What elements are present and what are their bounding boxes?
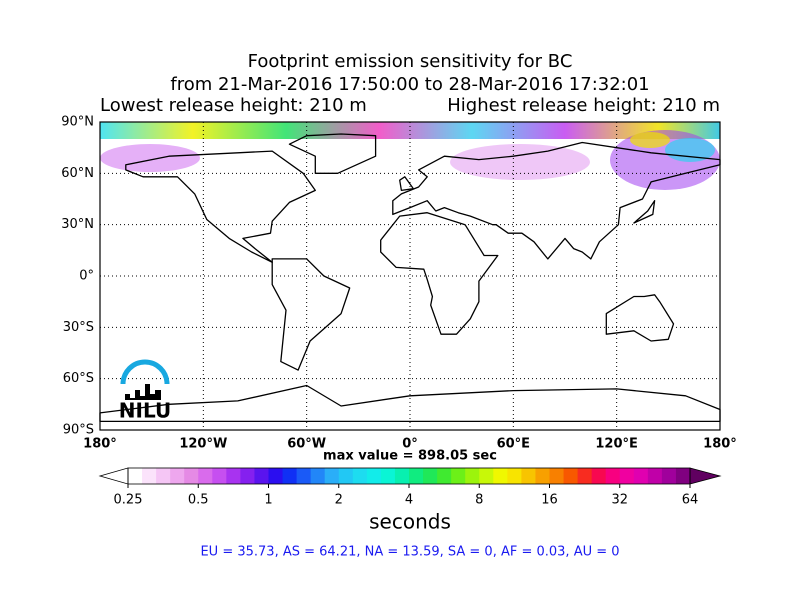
release-height-low: Lowest release height: 210 m bbox=[100, 95, 367, 116]
colorbar-tick-label: 16 bbox=[541, 493, 558, 508]
colorbar-bin bbox=[479, 468, 494, 484]
colorbar-bin bbox=[240, 468, 255, 484]
x-tick-label: 0° bbox=[402, 437, 418, 452]
colorbar-tick-label: 32 bbox=[611, 493, 628, 508]
emission-patch bbox=[630, 132, 670, 148]
colorbar-tick-label: 4 bbox=[405, 493, 413, 508]
colorbar-bin bbox=[212, 468, 227, 484]
coastlines bbox=[99, 133, 721, 423]
coastline bbox=[125, 150, 316, 263]
colorbar-bin bbox=[437, 468, 452, 484]
emission-patch bbox=[100, 144, 200, 172]
logo-skyline bbox=[121, 384, 161, 400]
colorbar-tick-label: 0.25 bbox=[114, 493, 143, 508]
colorbar: 0.25 0.5 1 2 4 8 16 32 64 bbox=[98, 467, 722, 508]
coastline bbox=[605, 294, 675, 342]
coastline bbox=[271, 258, 351, 371]
x-tick-label: 60°W bbox=[287, 437, 326, 452]
colorbar-bin bbox=[605, 468, 621, 484]
colorbar-bin bbox=[352, 468, 368, 484]
colorbar-bin bbox=[156, 468, 171, 484]
colorbar-bin bbox=[591, 468, 607, 484]
logo-arc bbox=[120, 359, 170, 385]
colorbar-label: seconds bbox=[369, 510, 451, 534]
colorbar-bin bbox=[282, 468, 298, 484]
colorbar-bin bbox=[521, 468, 536, 484]
colorbar-bin bbox=[366, 468, 382, 484]
colorbar-bin bbox=[633, 468, 649, 484]
y-tick-label: 30°N bbox=[61, 217, 94, 232]
colorbar-bin bbox=[198, 468, 213, 484]
colorbar-bin bbox=[423, 468, 438, 484]
x-tick-label: 60°E bbox=[497, 437, 530, 452]
colorbar-bin bbox=[170, 468, 185, 484]
colorbar-bin bbox=[380, 468, 396, 484]
y-tick-label: 60°S bbox=[63, 371, 94, 386]
colorbar-bin bbox=[128, 468, 143, 484]
colorbar-tick-label: 2 bbox=[335, 493, 343, 508]
colorbar-bin bbox=[394, 468, 410, 484]
colorbar-bin bbox=[451, 468, 466, 484]
title-line: from 21-Mar-2016 17:50:00 to 28-Mar-2016… bbox=[170, 74, 649, 95]
colorbar-bin bbox=[619, 468, 635, 484]
colorbar-bin bbox=[507, 468, 522, 484]
colorbar-tick-label: 0.5 bbox=[188, 493, 209, 508]
x-tick-label: 120°E bbox=[595, 437, 638, 452]
colorbar-bin bbox=[268, 468, 284, 484]
colorbar-bin bbox=[226, 468, 241, 484]
regional-totals: EU = 35.73, AS = 64.21, NA = 13.59, SA =… bbox=[200, 545, 619, 560]
emission-patch bbox=[450, 144, 590, 180]
coastline bbox=[399, 176, 415, 192]
colorbar-tick-label: 8 bbox=[475, 493, 483, 508]
colorbar-extend-under bbox=[98, 467, 129, 485]
colorbar-bin bbox=[647, 468, 663, 484]
x-tick-label: 180° bbox=[83, 437, 117, 452]
colorbar-bin bbox=[661, 468, 677, 484]
y-tick-label: 90°S bbox=[63, 423, 94, 438]
colorbar-bin bbox=[535, 468, 550, 484]
max-value: max value = 898.05 sec bbox=[323, 449, 497, 464]
release-height-high: Highest release height: 210 m bbox=[447, 95, 720, 116]
colorbar-bin bbox=[338, 468, 354, 484]
colorbar-bin bbox=[409, 468, 424, 484]
title-line: Footprint emission sensitivity for BC bbox=[248, 51, 573, 72]
colorbar-bin bbox=[296, 468, 312, 484]
coastline bbox=[392, 141, 721, 260]
colorbar-bin bbox=[493, 468, 508, 484]
colorbar-tick-label: 1 bbox=[264, 493, 272, 508]
coastline bbox=[633, 200, 656, 224]
colorbar-bin bbox=[465, 468, 480, 484]
x-tick-label: 180° bbox=[703, 437, 737, 452]
colorbar-bin bbox=[142, 468, 157, 484]
y-tick-label: 0° bbox=[79, 269, 94, 284]
colorbar-bin bbox=[577, 468, 593, 484]
colorbar-bin bbox=[184, 468, 199, 484]
colorbar-bin bbox=[563, 468, 579, 484]
coastline bbox=[288, 133, 377, 174]
y-tick-label: 30°S bbox=[63, 320, 94, 335]
colorbar-tick-label: 64 bbox=[682, 493, 699, 508]
colorbar-bin bbox=[675, 468, 691, 484]
colorbar-bin bbox=[254, 468, 269, 484]
y-tick-label: 90°N bbox=[61, 115, 94, 130]
logo: NILU bbox=[119, 359, 171, 423]
colorbar-bin bbox=[324, 468, 340, 484]
map-frame bbox=[99, 121, 721, 431]
colorbar-bin bbox=[310, 468, 326, 484]
coastline bbox=[380, 212, 499, 335]
colorbar-extend-over bbox=[689, 467, 722, 485]
y-tick-label: 60°N bbox=[61, 166, 94, 181]
map-plot: NILU bbox=[99, 121, 721, 431]
logo-text: NILU bbox=[119, 399, 171, 423]
colorbar-bin bbox=[549, 468, 565, 484]
x-tick-label: 120°W bbox=[179, 437, 227, 452]
